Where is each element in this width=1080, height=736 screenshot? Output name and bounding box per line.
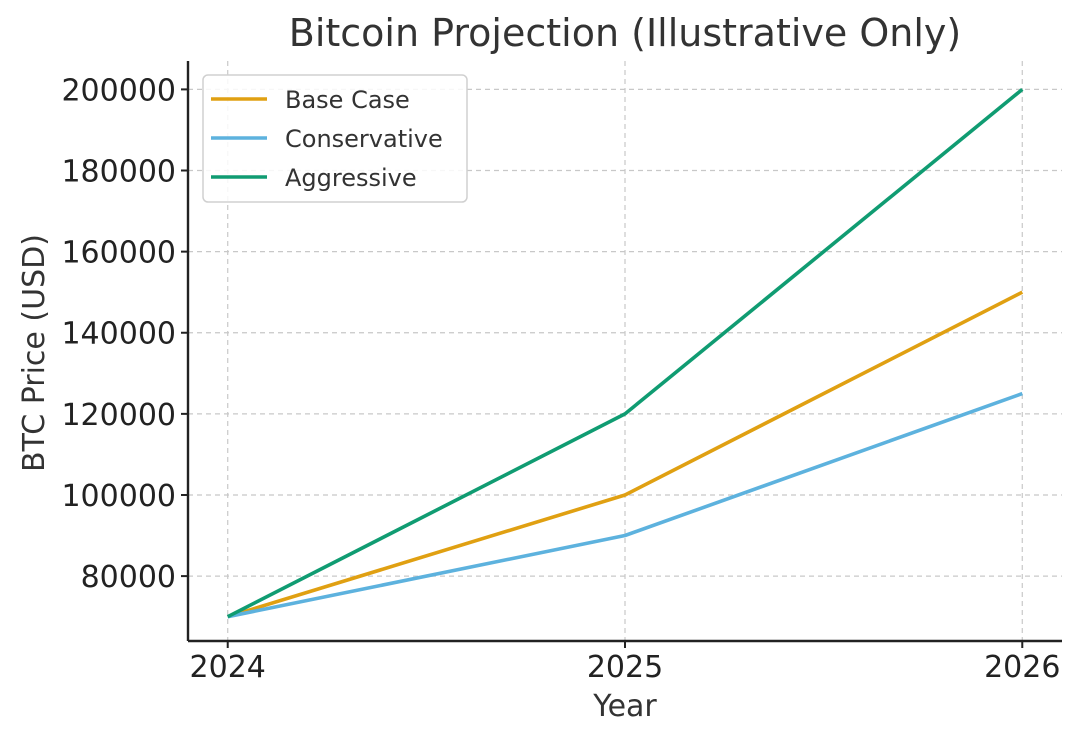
x-tick-label: 2025 — [587, 650, 663, 685]
legend-label: Conservative — [285, 125, 443, 153]
y-tick-label: 160000 — [61, 236, 176, 271]
y-tick-label: 200000 — [61, 73, 176, 108]
y-ticks: 80000 100000 120000 140000 160000 180000 20000… — [61, 73, 188, 595]
y-tick-label: 100000 — [61, 479, 176, 514]
chart-title: Bitcoin Projection (Illustrative Only) — [289, 11, 961, 55]
x-ticks: 2024 2025 2026 — [190, 641, 1060, 685]
series-line-aggressive — [226, 88, 1024, 619]
y-tick-label: 80000 — [81, 560, 176, 595]
x-tick-label: 2024 — [190, 650, 266, 685]
legend-label: Base Case — [285, 86, 410, 114]
x-tick-label: 2026 — [984, 650, 1060, 685]
series-lines — [226, 88, 1024, 619]
x-axis-label: Year — [592, 689, 657, 724]
legend-label: Aggressive — [285, 164, 417, 192]
legend: Base Case Conservative Aggressive — [202, 74, 468, 203]
series-line-conservative — [227, 391, 1023, 619]
series-line-base-case — [227, 290, 1024, 619]
legend-box — [202, 74, 468, 203]
y-tick-label: 180000 — [61, 155, 176, 190]
y-tick-label: 140000 — [61, 317, 176, 352]
y-tick-label: 120000 — [61, 398, 176, 433]
y-axis-label: BTC Price (USD) — [17, 234, 52, 472]
